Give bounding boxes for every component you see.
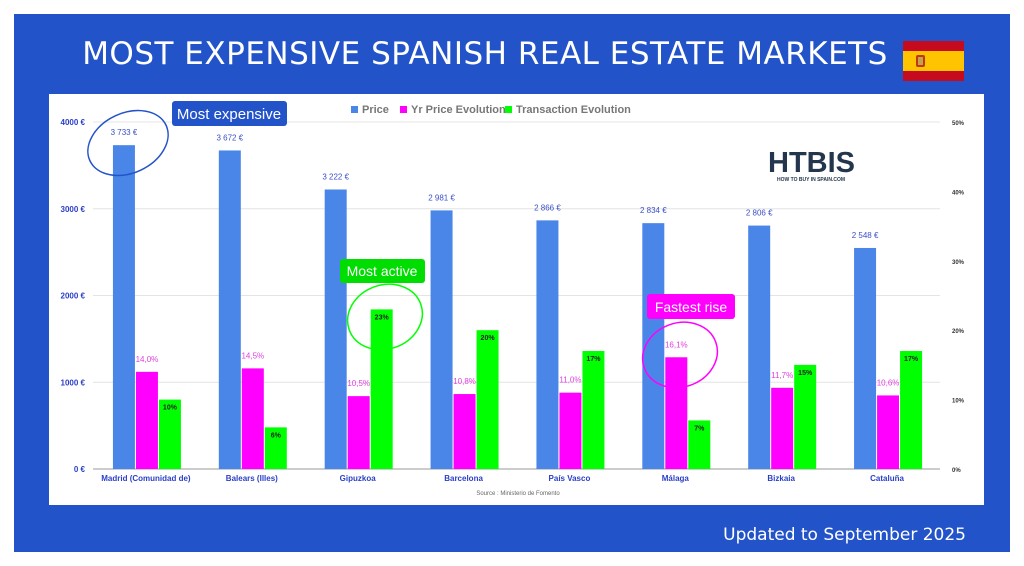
bar-price	[430, 210, 453, 469]
spain-flag-icon	[903, 41, 964, 81]
bar-yr-price-evolution	[347, 396, 370, 469]
data-label: 20%	[481, 335, 496, 342]
y-left-tick-label: 1000 €	[61, 378, 86, 387]
y-right-tick-label: 0%	[952, 468, 961, 474]
bar-transaction-evolution	[688, 420, 711, 469]
bar-transaction-evolution	[794, 364, 817, 469]
data-label: 14,0%	[136, 355, 159, 364]
data-label: 10,8%	[453, 377, 476, 386]
bar-transaction-evolution	[158, 399, 181, 469]
data-label: 10,6%	[877, 378, 900, 387]
source-note: Source : Ministerio de Fomento	[476, 491, 560, 497]
page-title: MOST EXPENSIVE SPANISH REAL ESTATE MARKE…	[82, 36, 888, 72]
y-right-tick-label: 10%	[952, 399, 965, 405]
data-label: 15%	[798, 370, 813, 377]
legend-swatch-price	[351, 106, 358, 113]
x-tick-label: País Vasco	[549, 474, 591, 483]
legend-swatch-yr-price	[400, 106, 407, 113]
y-left-tick-label: 2000 €	[61, 292, 86, 301]
bar-transaction-evolution	[370, 309, 393, 469]
data-label: 16,1%	[665, 340, 688, 349]
data-label: 17%	[586, 356, 601, 363]
bar-price	[112, 145, 135, 470]
bar-price	[536, 220, 559, 469]
y-left-tick-label: 3000 €	[61, 205, 86, 214]
annotation-most-expensive: Most expensive	[87, 101, 287, 177]
data-label: 3 672 €	[216, 133, 243, 142]
data-label: 2 834 €	[640, 206, 667, 215]
bar-yr-price-evolution	[771, 387, 794, 469]
data-label: 2 548 €	[852, 231, 879, 240]
bar-yr-price-evolution	[665, 357, 688, 469]
logo-tagline: HOW TO BUY IN SPAIN.COM	[777, 177, 845, 183]
data-label: 2 806 €	[746, 209, 773, 218]
x-tick-label: Málaga	[662, 474, 690, 483]
y-right-tick-label: 50%	[952, 121, 965, 127]
legend-yr-price: Yr Price Evolution	[411, 104, 506, 116]
x-tick-label: Madrid (Comunidad de)	[101, 474, 191, 483]
x-tick-label: Cataluña	[870, 474, 904, 483]
data-label: 11,0%	[559, 376, 581, 385]
x-tick-label: Gipuzkoa	[340, 474, 377, 483]
bar-yr-price-evolution	[135, 371, 158, 469]
x-tick-label: Barcelona	[444, 474, 483, 483]
x-tick-label: Bizkaia	[767, 474, 795, 483]
logo-text: HTBIS	[768, 147, 855, 179]
svg-text:Most active: Most active	[347, 263, 418, 279]
bar-price	[642, 223, 665, 469]
data-label: 14,5%	[241, 351, 264, 360]
y-right-tick-label: 40%	[952, 190, 965, 196]
y-right-tick-label: 20%	[952, 329, 965, 335]
svg-text:Most expensive: Most expensive	[177, 106, 281, 123]
bar-transaction-evolution	[900, 351, 923, 469]
legend-price: Price	[362, 104, 389, 116]
y-left-tick-label: 0 €	[74, 465, 86, 474]
x-tick-label: Balears (Illes)	[226, 474, 278, 483]
htbis-logo: HTBIS HOW TO BUY IN SPAIN.COM	[768, 147, 855, 183]
annotation-most-active: Most active	[340, 259, 425, 351]
data-label: 3 733 €	[111, 128, 138, 137]
updated-note: Updated to September 2025	[723, 525, 966, 545]
data-label: 3 222 €	[322, 172, 349, 181]
data-label: 6%	[271, 432, 282, 439]
svg-text:Fastest rise: Fastest rise	[655, 299, 728, 315]
bar-price	[218, 150, 241, 470]
bar-transaction-evolution	[264, 427, 287, 469]
data-label: 17%	[904, 356, 919, 363]
bar-yr-price-evolution	[241, 368, 264, 469]
data-label: 2 866 €	[534, 203, 561, 212]
y-left-tick-label: 4000 €	[61, 118, 86, 127]
legend: Price Yr Price Evolution Transaction Evo…	[351, 104, 631, 116]
data-label: 10%	[163, 405, 178, 412]
legend-transaction: Transaction Evolution	[516, 104, 631, 116]
bar-price	[748, 225, 771, 469]
data-label: 7%	[694, 425, 705, 432]
annotation-fastest-rise: Fastest rise	[641, 294, 735, 389]
data-label: 23%	[375, 314, 390, 321]
chart-panel	[49, 94, 984, 505]
legend-swatch-transaction	[505, 106, 512, 113]
bar-transaction-evolution	[476, 330, 499, 469]
bar-yr-price-evolution	[559, 392, 582, 469]
bar-price	[324, 189, 347, 469]
data-label: 2 981 €	[428, 193, 455, 202]
bar-price	[854, 247, 877, 469]
bar-yr-price-evolution	[877, 395, 900, 469]
data-label: 10,5%	[347, 379, 370, 388]
bar-transaction-evolution	[582, 351, 605, 469]
y-right-tick-label: 30%	[952, 260, 965, 266]
bar-yr-price-evolution	[453, 394, 476, 469]
data-label: 11,7%	[771, 371, 793, 380]
